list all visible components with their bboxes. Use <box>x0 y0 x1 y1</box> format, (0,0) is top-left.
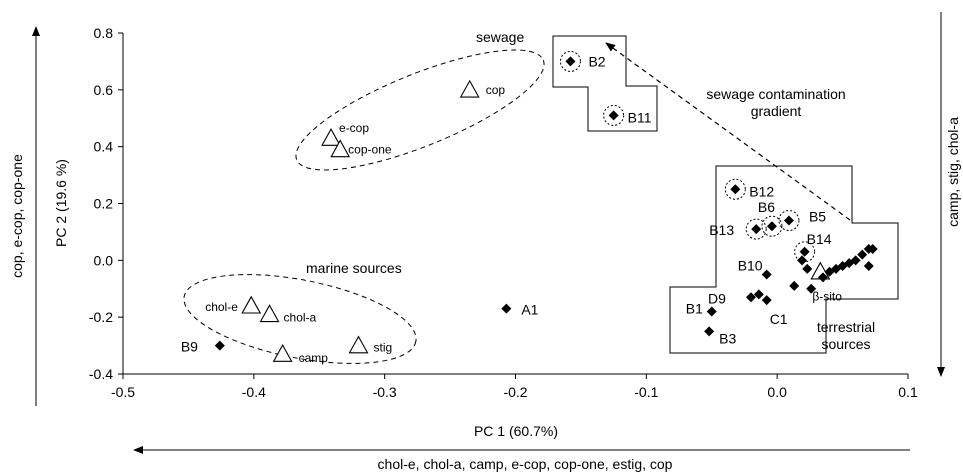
loading-triangle-cop <box>459 79 480 98</box>
x-tick-label: -0.3 <box>373 384 397 400</box>
x-tick-label: -0.1 <box>634 384 658 400</box>
marine-ellipse <box>183 274 417 364</box>
y-tick-label: 0.8 <box>94 25 114 41</box>
sample-label: B5 <box>809 209 826 225</box>
x-axis-title: PC 1 (60.7%) <box>474 423 558 439</box>
loading-label: cop <box>486 83 506 97</box>
sample-point-B1 <box>706 306 717 317</box>
x-tick-label: -0.5 <box>111 384 135 400</box>
x-axis-ticks: -0.5 -0.4 -0.3 -0.2 -0.1 0.0 0.1 <box>111 374 918 400</box>
marine-sources-label: marine sources <box>306 260 402 276</box>
sample-point <box>867 243 878 254</box>
sample-point <box>857 249 868 260</box>
sample-point <box>817 272 828 283</box>
sample-label: D9 <box>708 290 726 306</box>
sample-point-B9 <box>214 340 225 351</box>
loading-triangle-stig <box>348 335 369 354</box>
sample-label: B12 <box>749 183 774 199</box>
y-tick-label: -0.4 <box>89 366 113 382</box>
sample-point <box>863 261 874 272</box>
x-tick-label: -0.2 <box>503 384 527 400</box>
loading-label: cop-one <box>348 143 392 157</box>
sample-point <box>802 263 813 274</box>
loading-triangle-chol-e <box>241 295 262 314</box>
sample-point <box>753 289 764 300</box>
loading-label: β-sito <box>812 290 842 304</box>
loading-label: stig <box>374 341 393 355</box>
sample-highlight-circle <box>603 104 625 126</box>
y-tick-label: 0.0 <box>94 252 114 268</box>
sample-label: B13 <box>709 222 734 238</box>
sample-point-B11 <box>608 110 619 121</box>
x-tick-label: 0.0 <box>767 384 787 400</box>
sample-point <box>797 255 808 266</box>
gradient-label-line2: gradient <box>751 103 802 119</box>
sample-point-B10 <box>761 269 772 280</box>
loading-label: e-cop <box>339 121 369 135</box>
y-tick-label: -0.2 <box>89 309 113 325</box>
sample-point-B14 <box>799 246 810 257</box>
sample-point-B3 <box>704 326 715 337</box>
terrestrial-sources-label-line1: terrestrial <box>817 319 875 335</box>
loading-label: chol-a <box>284 310 317 324</box>
y-axis-ticks: -0.4 -0.2 0.0 0.2 0.4 0.6 0.8 <box>89 25 123 382</box>
loading-label: camp <box>299 351 329 365</box>
loading-label: chol-e <box>205 300 238 314</box>
loading-triangle-chol-a <box>259 304 280 323</box>
sample-highlight-circle <box>724 178 746 200</box>
sample-point-B13 <box>751 224 762 235</box>
sample-highlight-circle <box>778 210 800 232</box>
loading-triangle-e-cop <box>321 128 341 146</box>
y-tick-label: 0.4 <box>94 139 114 155</box>
left-loading-label: cop, e-cop, cop-one <box>9 154 25 278</box>
bottom-loading-label: chol-e, chol-a, camp, e-cop, cop-one, es… <box>378 456 673 472</box>
sample-label: B9 <box>181 339 198 355</box>
sample-point <box>806 283 817 294</box>
sewage-region <box>552 35 658 132</box>
sample-label: B11 <box>628 109 652 125</box>
sample-point-B2 <box>565 56 576 67</box>
sample-point-A1 <box>501 303 512 314</box>
copepod-ellipse <box>295 49 545 171</box>
sample-label: B6 <box>758 199 775 215</box>
loading-triangle-cop-one <box>330 139 351 158</box>
right-loading-label: camp, stig, chol-a <box>945 117 961 227</box>
sample-label: B1 <box>686 300 703 316</box>
sewage-label: sewage <box>476 29 524 45</box>
y-axis-title: PC 2 (19.6 %) <box>53 159 69 247</box>
sample-label: B3 <box>719 330 736 346</box>
sample-label: B2 <box>588 53 605 69</box>
sample-point <box>850 255 861 266</box>
sample-point-C1 <box>761 295 772 306</box>
sample-point-B5 <box>783 215 794 226</box>
sample-label: B14 <box>807 231 832 247</box>
sample-point <box>789 280 800 291</box>
terrestrial-sources-label-line2: sources <box>821 336 870 352</box>
x-tick-label: 0.1 <box>898 384 918 400</box>
gradient-label-line1: sewage contamination <box>706 86 845 102</box>
sample-point-D9 <box>746 292 756 303</box>
sample-highlight-circle <box>761 215 783 237</box>
sample-label: C1 <box>770 311 788 327</box>
loading-markers: cop e-cop cop-one chol-e chol-a camp stig β-sit… <box>205 79 842 365</box>
sample-point-B6 <box>766 221 777 232</box>
sample-label: A1 <box>521 302 538 318</box>
terrestrial-region <box>669 165 899 354</box>
sample-highlight-circle <box>745 218 767 240</box>
y-tick-label: 0.2 <box>94 196 114 212</box>
y-tick-label: 0.6 <box>94 82 114 98</box>
sample-point-B12 <box>730 184 741 195</box>
loading-triangle-camp <box>272 343 293 362</box>
x-tick-label: -0.4 <box>242 384 266 400</box>
sample-label: B10 <box>738 258 763 274</box>
